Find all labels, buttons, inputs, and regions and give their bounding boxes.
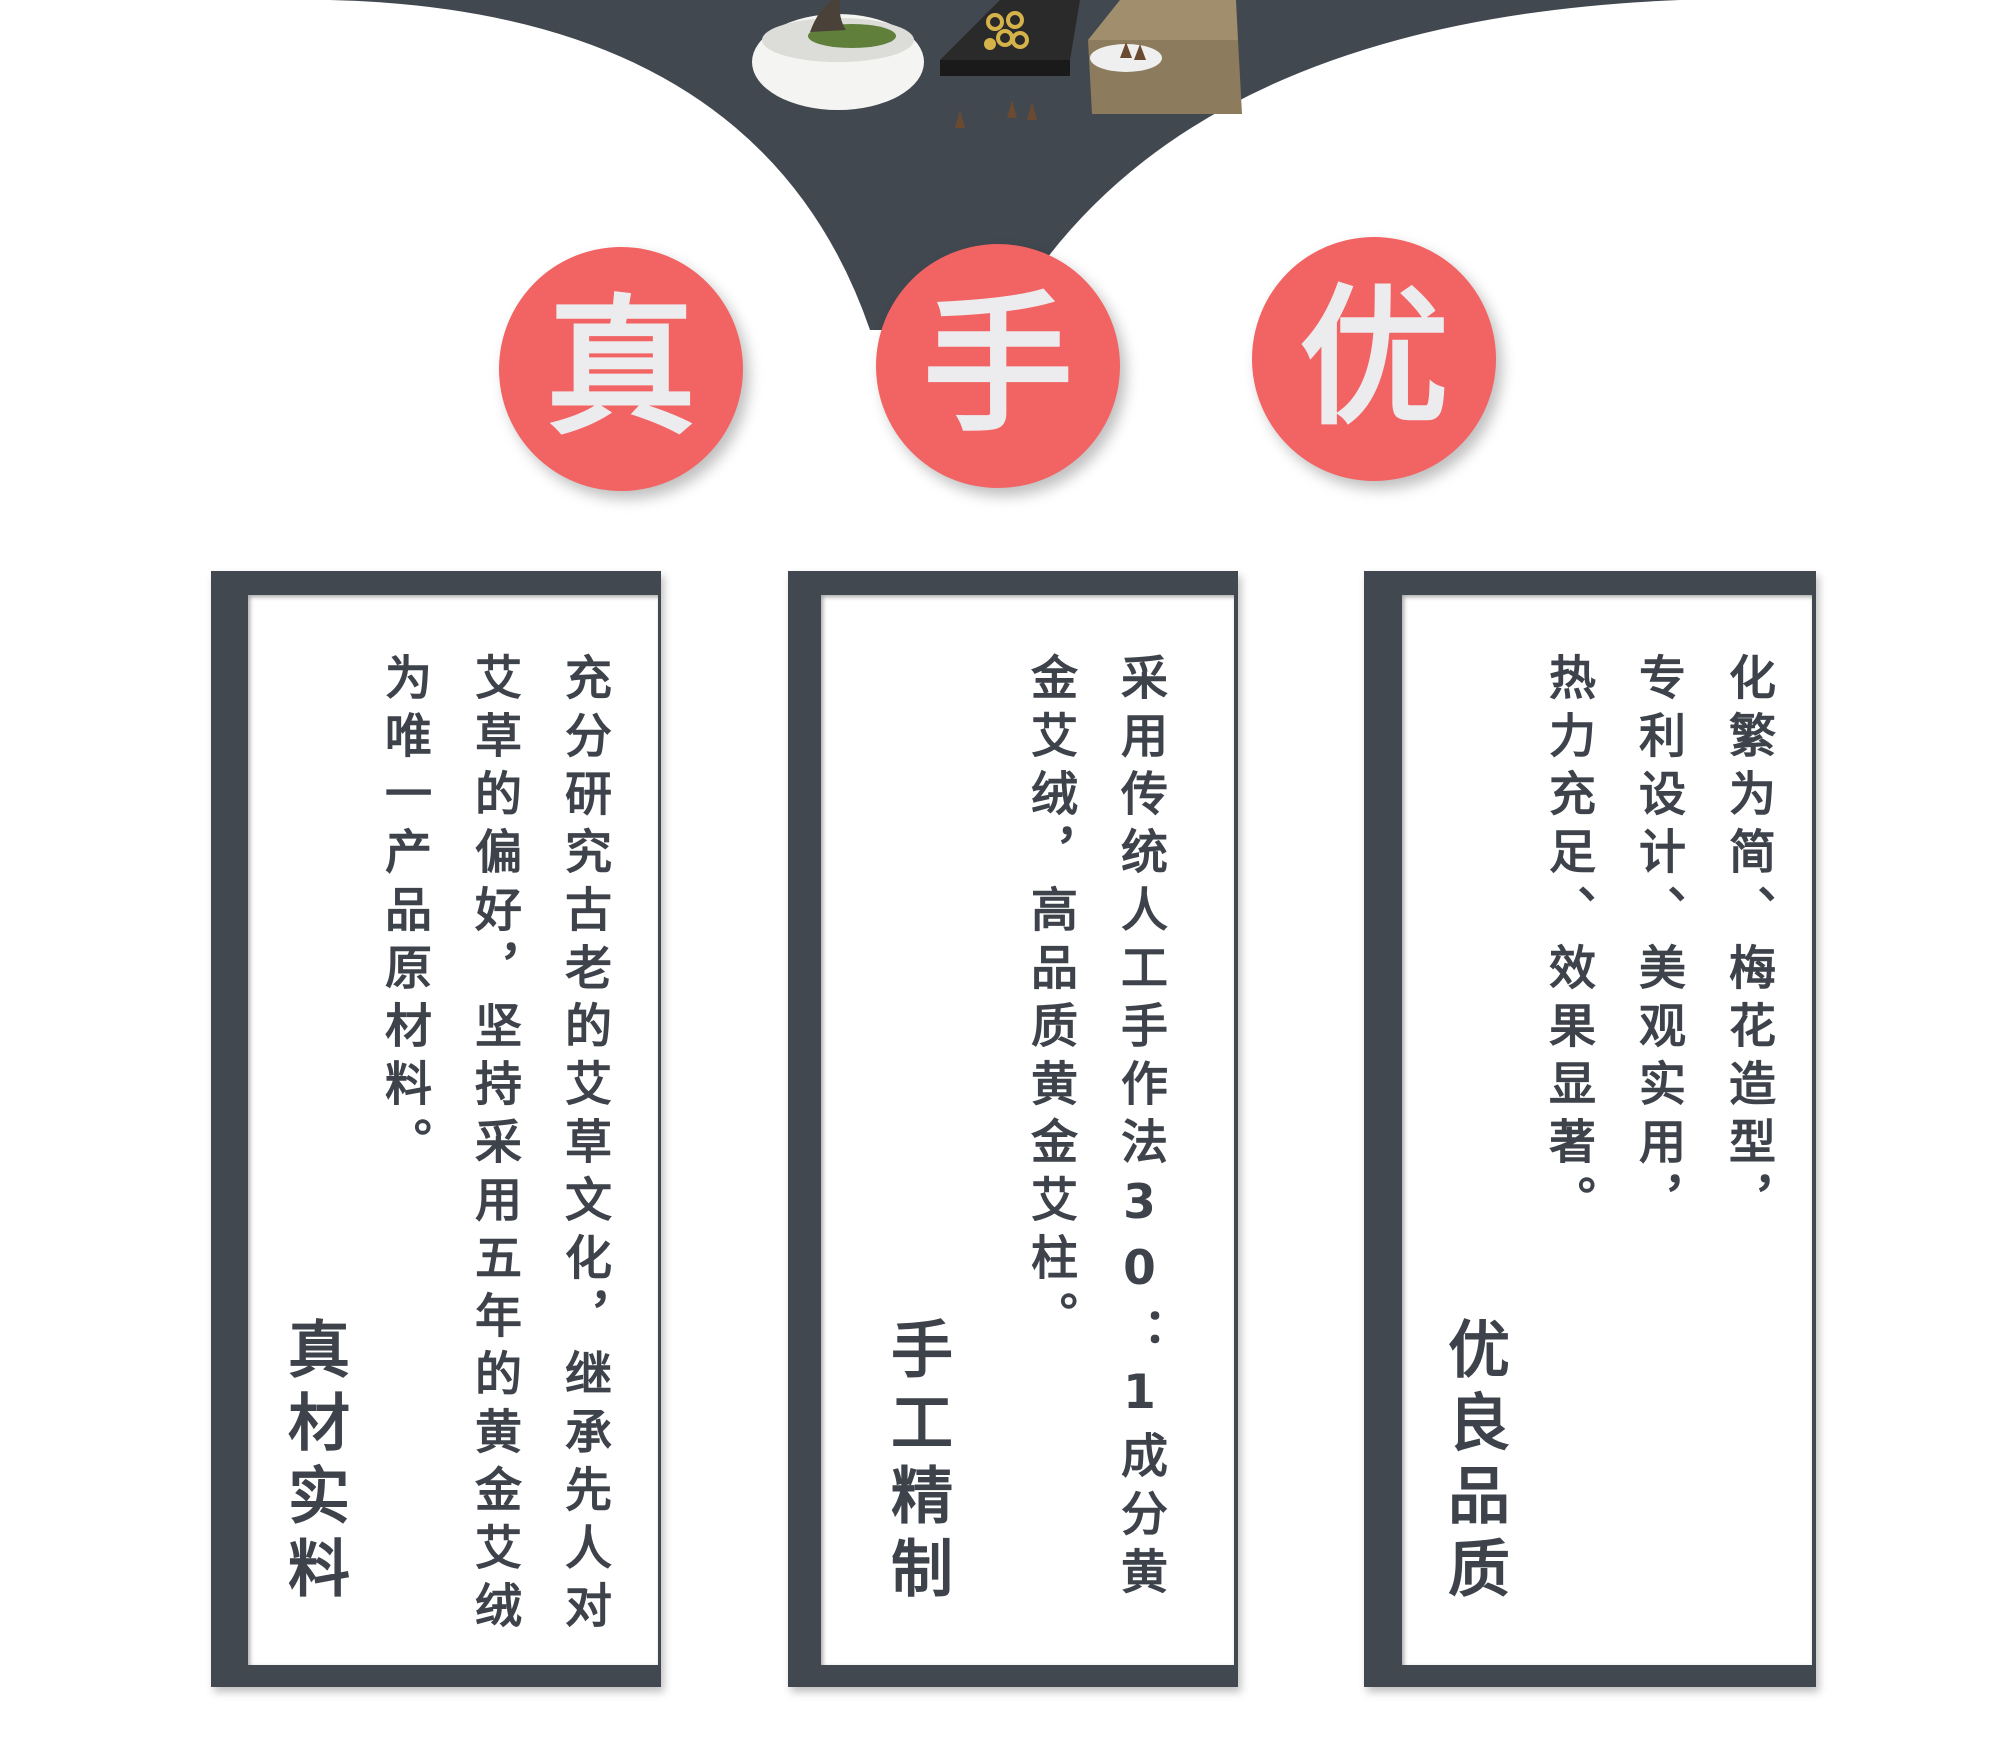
card-handmade-panel: 采用传统人工手作法30：1成分黄金艾绒，高品质黄金艾柱。 手工精制 bbox=[821, 595, 1234, 1665]
card-handmade-title: 手工精制 bbox=[880, 1317, 953, 1609]
product-photo bbox=[752, 0, 1242, 128]
badge-zhen: 真 bbox=[499, 247, 743, 491]
card-quality-title: 优良品质 bbox=[1437, 1317, 1510, 1609]
header-shape bbox=[330, 0, 1680, 330]
card-handmade: 采用传统人工手作法30：1成分黄金艾绒，高品质黄金艾柱。 手工精制 bbox=[788, 571, 1238, 1687]
badge-you-label: 优 bbox=[1298, 272, 1449, 446]
card-genuine-material-panel: 充分研究古老的艾草文化，继承先人对艾草的偏好，坚持采用五年的黄金艾绒为唯一产品原… bbox=[248, 595, 658, 1665]
badge-shou-label: 手 bbox=[922, 279, 1073, 453]
badge-you: 优 bbox=[1252, 237, 1496, 481]
card-genuine-material-title: 真材实料 bbox=[277, 1317, 350, 1609]
card-genuine-material-body: 充分研究古老的艾草文化，继承先人对艾草的偏好，坚持采用五年的黄金艾绒为唯一产品原… bbox=[376, 653, 611, 1639]
badge-shou: 手 bbox=[876, 244, 1120, 488]
card-quality-panel: 化繁为简、梅花造型，专利设计、美观实用，热力充足、效果显著。 优良品质 bbox=[1402, 595, 1812, 1665]
card-handmade-body: 采用传统人工手作法30：1成分黄金艾绒，高品质黄金艾柱。 bbox=[1022, 653, 1167, 1605]
badge-zhen-label: 真 bbox=[545, 282, 696, 456]
card-genuine-material: 充分研究古老的艾草文化，继承先人对艾草的偏好，坚持采用五年的黄金艾绒为唯一产品原… bbox=[211, 571, 661, 1687]
card-quality: 化繁为简、梅花造型，专利设计、美观实用，热力充足、效果显著。 优良品质 bbox=[1364, 571, 1816, 1687]
card-quality-body: 化繁为简、梅花造型，专利设计、美观实用，热力充足、效果显著。 bbox=[1540, 653, 1775, 1233]
